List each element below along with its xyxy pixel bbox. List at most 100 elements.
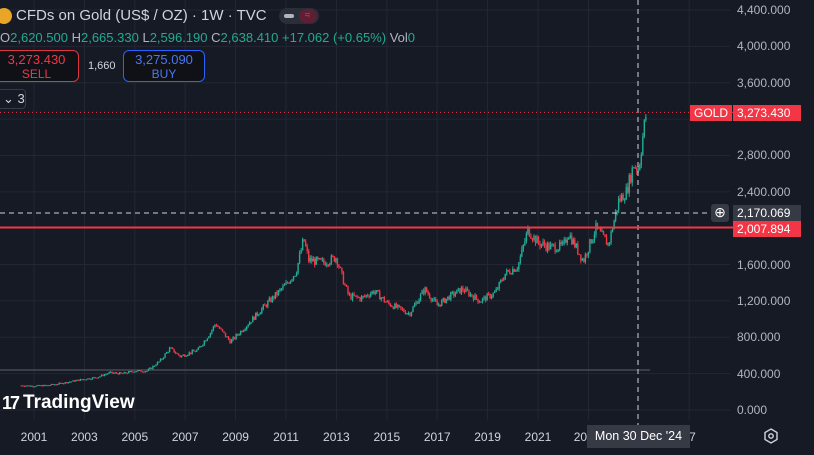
- candle: [262, 304, 265, 309]
- tradingview-logo[interactable]: 17 TradingView: [2, 392, 135, 414]
- candle: [242, 330, 245, 332]
- candle: [84, 379, 86, 381]
- candle: [584, 254, 587, 262]
- candle: [335, 258, 337, 262]
- candle: [549, 244, 552, 250]
- candle: [427, 292, 429, 295]
- buy-button[interactable]: 3,275.090 BUY: [123, 50, 205, 82]
- candle: [117, 373, 119, 375]
- candle: [223, 331, 225, 333]
- candle: [512, 269, 514, 275]
- candle: [633, 167, 635, 169]
- candle: [397, 305, 399, 308]
- candle: [360, 296, 363, 301]
- candle: [199, 346, 201, 348]
- candle: [611, 229, 614, 232]
- candle: [428, 294, 431, 299]
- candle: [270, 298, 272, 302]
- candle: [218, 326, 221, 329]
- candle: [460, 287, 463, 294]
- candle: [304, 241, 307, 247]
- candle: [239, 331, 242, 335]
- candle: [628, 175, 630, 193]
- candle: [617, 198, 620, 211]
- candle: [377, 290, 379, 292]
- candle: [515, 270, 517, 272]
- candle: [311, 258, 313, 262]
- candle: [64, 382, 66, 384]
- candle: [205, 340, 207, 342]
- settings-gear-icon[interactable]: [763, 428, 779, 444]
- candle: [249, 322, 251, 325]
- candle: [506, 270, 508, 274]
- candle: [283, 284, 286, 286]
- candle: [362, 296, 364, 298]
- candle: [153, 365, 156, 367]
- candle: [150, 367, 153, 369]
- candle: [409, 313, 411, 316]
- candle: [422, 290, 425, 294]
- candle: [233, 337, 236, 339]
- candle: [208, 336, 210, 339]
- candle: [60, 382, 62, 384]
- candle: [217, 326, 219, 328]
- candle: [356, 295, 358, 297]
- candle: [561, 242, 564, 245]
- low-value: 2,596.190: [149, 30, 208, 45]
- candle: [451, 292, 454, 294]
- add-alert-plus-icon[interactable]: ⊕: [711, 204, 729, 222]
- candle: [180, 355, 183, 357]
- candle: [230, 339, 233, 344]
- chevron-down-icon: ⌄: [3, 91, 14, 106]
- candle: [382, 297, 384, 299]
- candle: [137, 370, 139, 372]
- candle: [518, 262, 520, 270]
- visibility-toggle[interactable]: ≈: [278, 7, 319, 24]
- candle: [55, 384, 57, 386]
- eye-icon: [283, 13, 294, 18]
- candle: [268, 298, 271, 302]
- candle: [329, 263, 331, 266]
- candle: [271, 296, 274, 302]
- candle: [431, 299, 434, 301]
- candle: [385, 301, 387, 303]
- candle: [503, 279, 505, 281]
- candle: [70, 381, 72, 383]
- candle: [285, 282, 287, 285]
- candle: [165, 352, 168, 354]
- candle: [187, 355, 189, 357]
- candle: [50, 384, 53, 386]
- candle: [253, 316, 255, 320]
- candle: [481, 298, 484, 302]
- candle: [483, 296, 485, 299]
- candle: [323, 259, 325, 263]
- candle: [303, 239, 305, 242]
- candle: [73, 380, 76, 382]
- candle: [277, 290, 280, 296]
- candle: [598, 228, 600, 230]
- candle: [557, 249, 559, 252]
- candle: [441, 300, 443, 306]
- candle: [565, 239, 567, 243]
- candle: [640, 154, 643, 166]
- candle: [190, 352, 192, 354]
- candle: [188, 352, 190, 356]
- candle: [434, 298, 437, 302]
- candle: [102, 374, 104, 376]
- candle: [191, 350, 193, 354]
- sell-button[interactable]: 3,273.430 SELL: [0, 50, 79, 82]
- symbol-title[interactable]: CFDs on Gold (US$ / OZ) · 1W · TVC: [16, 7, 267, 24]
- candle: [552, 244, 555, 246]
- candle: [495, 288, 497, 292]
- candle: [35, 385, 38, 387]
- candle: [256, 312, 258, 316]
- price-axis-label: 1,600.000: [737, 257, 791, 272]
- candle: [490, 296, 493, 298]
- candle: [447, 296, 449, 299]
- candle: [623, 199, 626, 201]
- symbol-price-tag: GOLD: [690, 105, 733, 121]
- candle: [371, 291, 373, 294]
- indicators-collapse-button[interactable]: ⌄ 3: [0, 89, 26, 109]
- candle: [224, 332, 227, 337]
